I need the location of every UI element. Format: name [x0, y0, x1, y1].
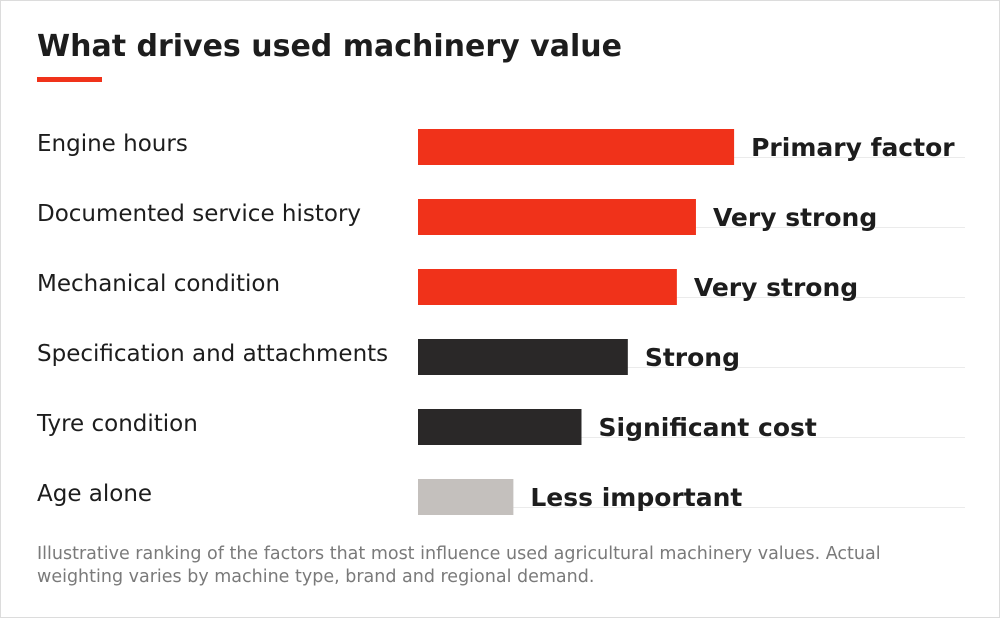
footnote: Illustrative ranking of the factors that…: [37, 544, 881, 587]
chart-title: What drives used machinery value: [37, 29, 622, 64]
bar: [418, 269, 677, 305]
title-accent-rule: [37, 77, 102, 82]
bar: [418, 409, 582, 445]
bar: [418, 339, 628, 375]
category-label: Engine hours: [37, 131, 188, 157]
bar-value-label: Primary factor: [751, 133, 955, 162]
bar: [418, 199, 696, 235]
category-label: Tyre condition: [36, 411, 198, 437]
category-label: Mechanical condition: [37, 271, 280, 297]
category-label: Specification and attachments: [37, 341, 388, 367]
bar-value-label: Significant cost: [599, 413, 817, 442]
bar: [418, 479, 514, 515]
bar-value-label: Strong: [645, 343, 740, 372]
bar-value-label: Very strong: [713, 203, 877, 232]
bar-value-label: Very strong: [694, 273, 858, 302]
category-label: Documented service history: [37, 201, 361, 227]
bar: [418, 129, 735, 165]
category-label: Age alone: [37, 481, 152, 507]
bar-chart: Engine hours Primary factor Documented ser…: [36, 129, 965, 515]
bar-value-label: Less important: [530, 483, 742, 512]
